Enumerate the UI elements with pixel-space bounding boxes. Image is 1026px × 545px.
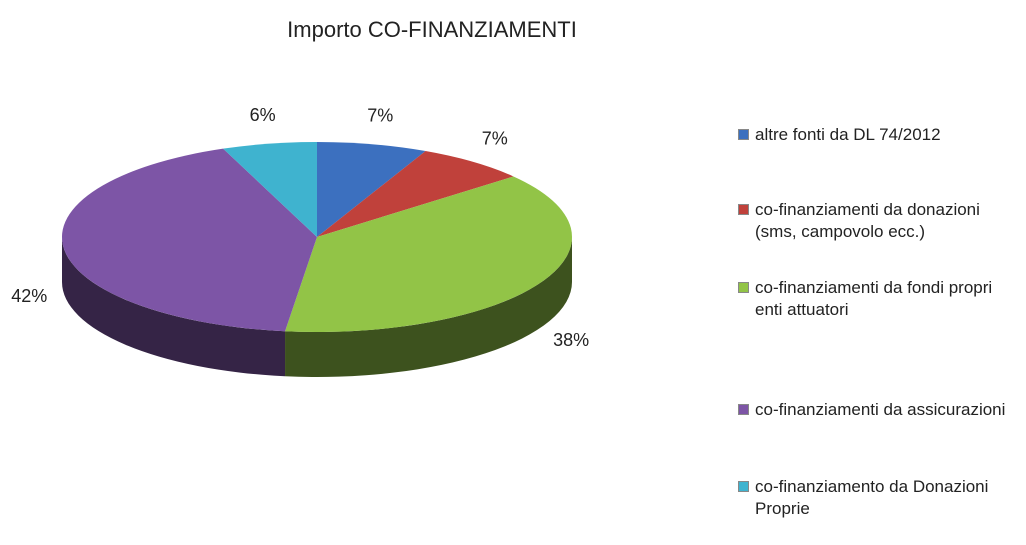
pie-slice — [285, 176, 573, 332]
legend-label: co-finanziamento da Donazioni Proprie — [755, 477, 989, 518]
legend-label: co-finanziamenti da assicurazioni — [755, 400, 1006, 419]
legend-label: co-finanziamenti da fondi propri enti at… — [755, 278, 993, 319]
legend-swatch — [738, 282, 749, 293]
data-label: 42% — [11, 286, 47, 306]
data-label: 38% — [553, 330, 589, 350]
data-label: 6% — [250, 105, 276, 125]
data-label: 7% — [367, 106, 393, 126]
legend-item: co-finanziamenti da donazioni (sms, camp… — [738, 199, 1008, 243]
legend-label: altre fonti da DL 74/2012 — [755, 125, 941, 144]
legend-item: co-finanziamenti da fondi propri enti at… — [738, 277, 1008, 321]
legend-item: co-finanziamenti da assicurazioni — [738, 399, 1008, 421]
legend-label: co-finanziamenti da donazioni (sms, camp… — [755, 200, 980, 241]
legend-item: altre fonti da DL 74/2012 — [738, 124, 1008, 146]
legend-swatch — [738, 404, 749, 415]
pie-slice — [317, 151, 514, 237]
pie-slice-side — [285, 237, 572, 377]
pie-slice — [62, 148, 318, 332]
legend-swatch — [738, 481, 749, 492]
legend-item: co-finanziamento da Donazioni Proprie — [738, 476, 1008, 520]
legend-swatch — [738, 204, 749, 215]
pie-slice — [223, 142, 317, 237]
pie-slice — [317, 142, 426, 237]
pie-slice-side — [62, 237, 286, 377]
data-label: 7% — [482, 129, 508, 149]
legend-swatch — [738, 129, 749, 140]
chart-title: Importo CO-FINANZIAMENTI — [287, 17, 577, 42]
